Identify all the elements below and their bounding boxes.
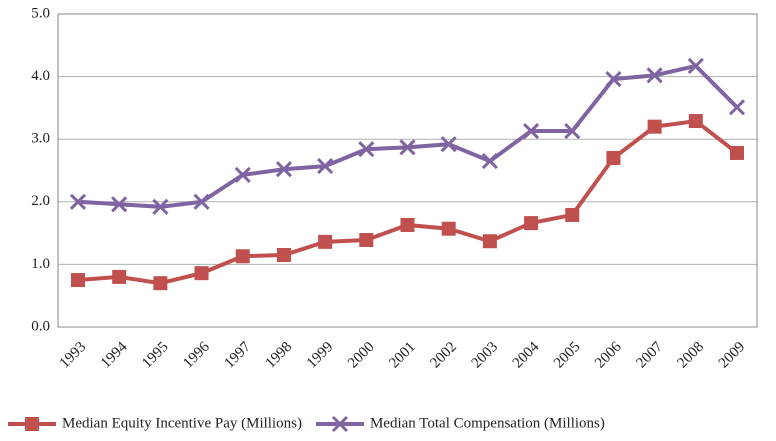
x-tick-label: 2005 — [551, 339, 584, 372]
marker — [112, 269, 127, 284]
y-tick-label: 5.0 — [31, 5, 50, 21]
marker — [317, 158, 334, 175]
legend-label: Median Total Compensation (Millions) — [370, 415, 605, 431]
x-tick-label: 1995 — [139, 339, 172, 372]
x-tick-label: 1993 — [57, 339, 90, 372]
marker — [235, 249, 250, 264]
marker — [646, 67, 663, 84]
marker — [69, 193, 87, 210]
marker — [111, 196, 128, 213]
marker — [318, 234, 333, 249]
x-tick-label: 2002 — [427, 339, 460, 372]
x-tick-label: 1998 — [263, 339, 296, 372]
legend-marker — [25, 417, 39, 431]
y-tick-label: 3.0 — [31, 131, 50, 147]
y-tick-label: 2.0 — [31, 193, 50, 209]
marker — [440, 136, 457, 153]
plot-border — [57, 13, 758, 328]
x-tick-label: 2009 — [716, 339, 749, 372]
marker — [358, 141, 375, 158]
x-tick-label: 1997 — [221, 339, 254, 372]
x-tick-label: 1996 — [180, 339, 213, 372]
marker — [481, 153, 498, 170]
marker — [441, 221, 456, 236]
marker — [71, 273, 85, 288]
marker — [193, 193, 210, 210]
marker — [152, 198, 169, 215]
legend-marker — [331, 415, 349, 433]
x-tick-label: 2000 — [345, 339, 378, 372]
marker — [647, 119, 662, 134]
x-tick-label: 1999 — [304, 339, 337, 372]
x-tick-label: 2003 — [469, 339, 502, 372]
marker — [399, 139, 416, 156]
marker — [606, 150, 621, 165]
marker — [565, 207, 580, 222]
marker — [482, 234, 497, 249]
marker — [234, 166, 251, 183]
marker — [524, 216, 539, 231]
marker — [728, 99, 746, 116]
marker — [400, 217, 415, 232]
marker — [276, 248, 291, 263]
marker — [523, 123, 540, 140]
x-tick-label: 2006 — [592, 339, 625, 372]
x-tick-label: 1994 — [98, 339, 131, 372]
marker — [687, 57, 704, 75]
x-tick-label: 2004 — [510, 339, 543, 372]
y-tick-label: 4.0 — [31, 68, 50, 84]
x-tick-label: 2008 — [675, 339, 708, 372]
legend-label: Median Equity Incentive Pay (Millions) — [62, 415, 302, 431]
x-tick-label: 2007 — [633, 339, 666, 372]
marker — [564, 123, 581, 140]
marker — [688, 114, 703, 129]
x-tick-label: 2001 — [386, 339, 419, 372]
marker — [194, 266, 209, 281]
marker — [153, 276, 168, 291]
y-tick-label: 0.0 — [31, 318, 50, 334]
marker — [730, 145, 744, 160]
series-line — [77, 63, 739, 209]
y-tick-label: 1.0 — [31, 256, 50, 272]
marker — [605, 71, 622, 88]
marker — [359, 232, 374, 247]
marker — [275, 161, 292, 178]
